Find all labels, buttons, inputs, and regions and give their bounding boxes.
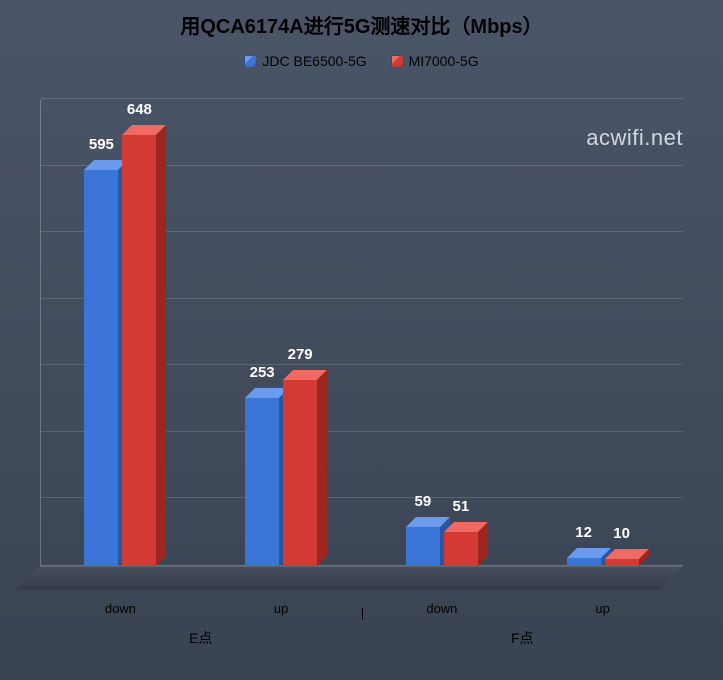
x-group-label: F点: [511, 628, 534, 648]
bar-cluster: 595648: [84, 135, 156, 566]
legend-swatch-1: [391, 55, 403, 67]
legend-item-1: MI7000-5G: [391, 53, 479, 69]
bar-value-label: 10: [592, 525, 652, 542]
bar-front: [444, 532, 478, 566]
chart-container: 用QCA6174A进行5G测速对比（Mbps） JDC BE6500-5G MI…: [0, 0, 723, 680]
bar-side: [317, 370, 327, 566]
bar: 51: [444, 532, 478, 566]
gridline: [41, 98, 683, 99]
group-divider: [362, 608, 363, 620]
bar: 279: [283, 380, 317, 566]
bar-front: [605, 559, 639, 566]
bar-front: [84, 170, 118, 566]
x-sub-label: down: [426, 601, 457, 616]
legend-label-1: MI7000-5G: [409, 53, 479, 69]
legend-item-0: JDC BE6500-5G: [244, 53, 366, 69]
bar-value-label: 51: [431, 498, 491, 515]
chart-title: 用QCA6174A进行5G测速对比（Mbps）: [0, 0, 723, 39]
x-sub-label: up: [595, 601, 609, 616]
bar-cluster: 12 10: [567, 558, 639, 566]
x-sub-label: up: [274, 601, 288, 616]
bar-value-label: 279: [270, 346, 330, 363]
bar-cluster: 5951: [406, 527, 478, 566]
bar-value-label: 648: [109, 101, 169, 118]
bar: 253: [245, 398, 279, 566]
bar: 12: [567, 558, 601, 566]
plot-area: 59564825327959511210: [40, 100, 683, 590]
bar: 595: [84, 170, 118, 566]
bar-side: [156, 125, 166, 566]
floor-plane: [16, 566, 683, 590]
legend: JDC BE6500-5G MI7000-5G: [0, 53, 723, 70]
x-sub-label: down: [105, 601, 136, 616]
bar: 648: [122, 135, 156, 566]
bar-front: [567, 558, 601, 566]
bar-front: [122, 135, 156, 566]
bar: 59: [406, 527, 440, 566]
bar-front: [245, 398, 279, 566]
bar: 10: [605, 559, 639, 566]
bar-front: [283, 380, 317, 566]
x-group-label: E点: [189, 628, 212, 648]
legend-swatch-0: [244, 55, 256, 67]
bar-cluster: 253279: [245, 380, 317, 566]
legend-label-0: JDC BE6500-5G: [262, 53, 366, 69]
bar-front: [406, 527, 440, 566]
